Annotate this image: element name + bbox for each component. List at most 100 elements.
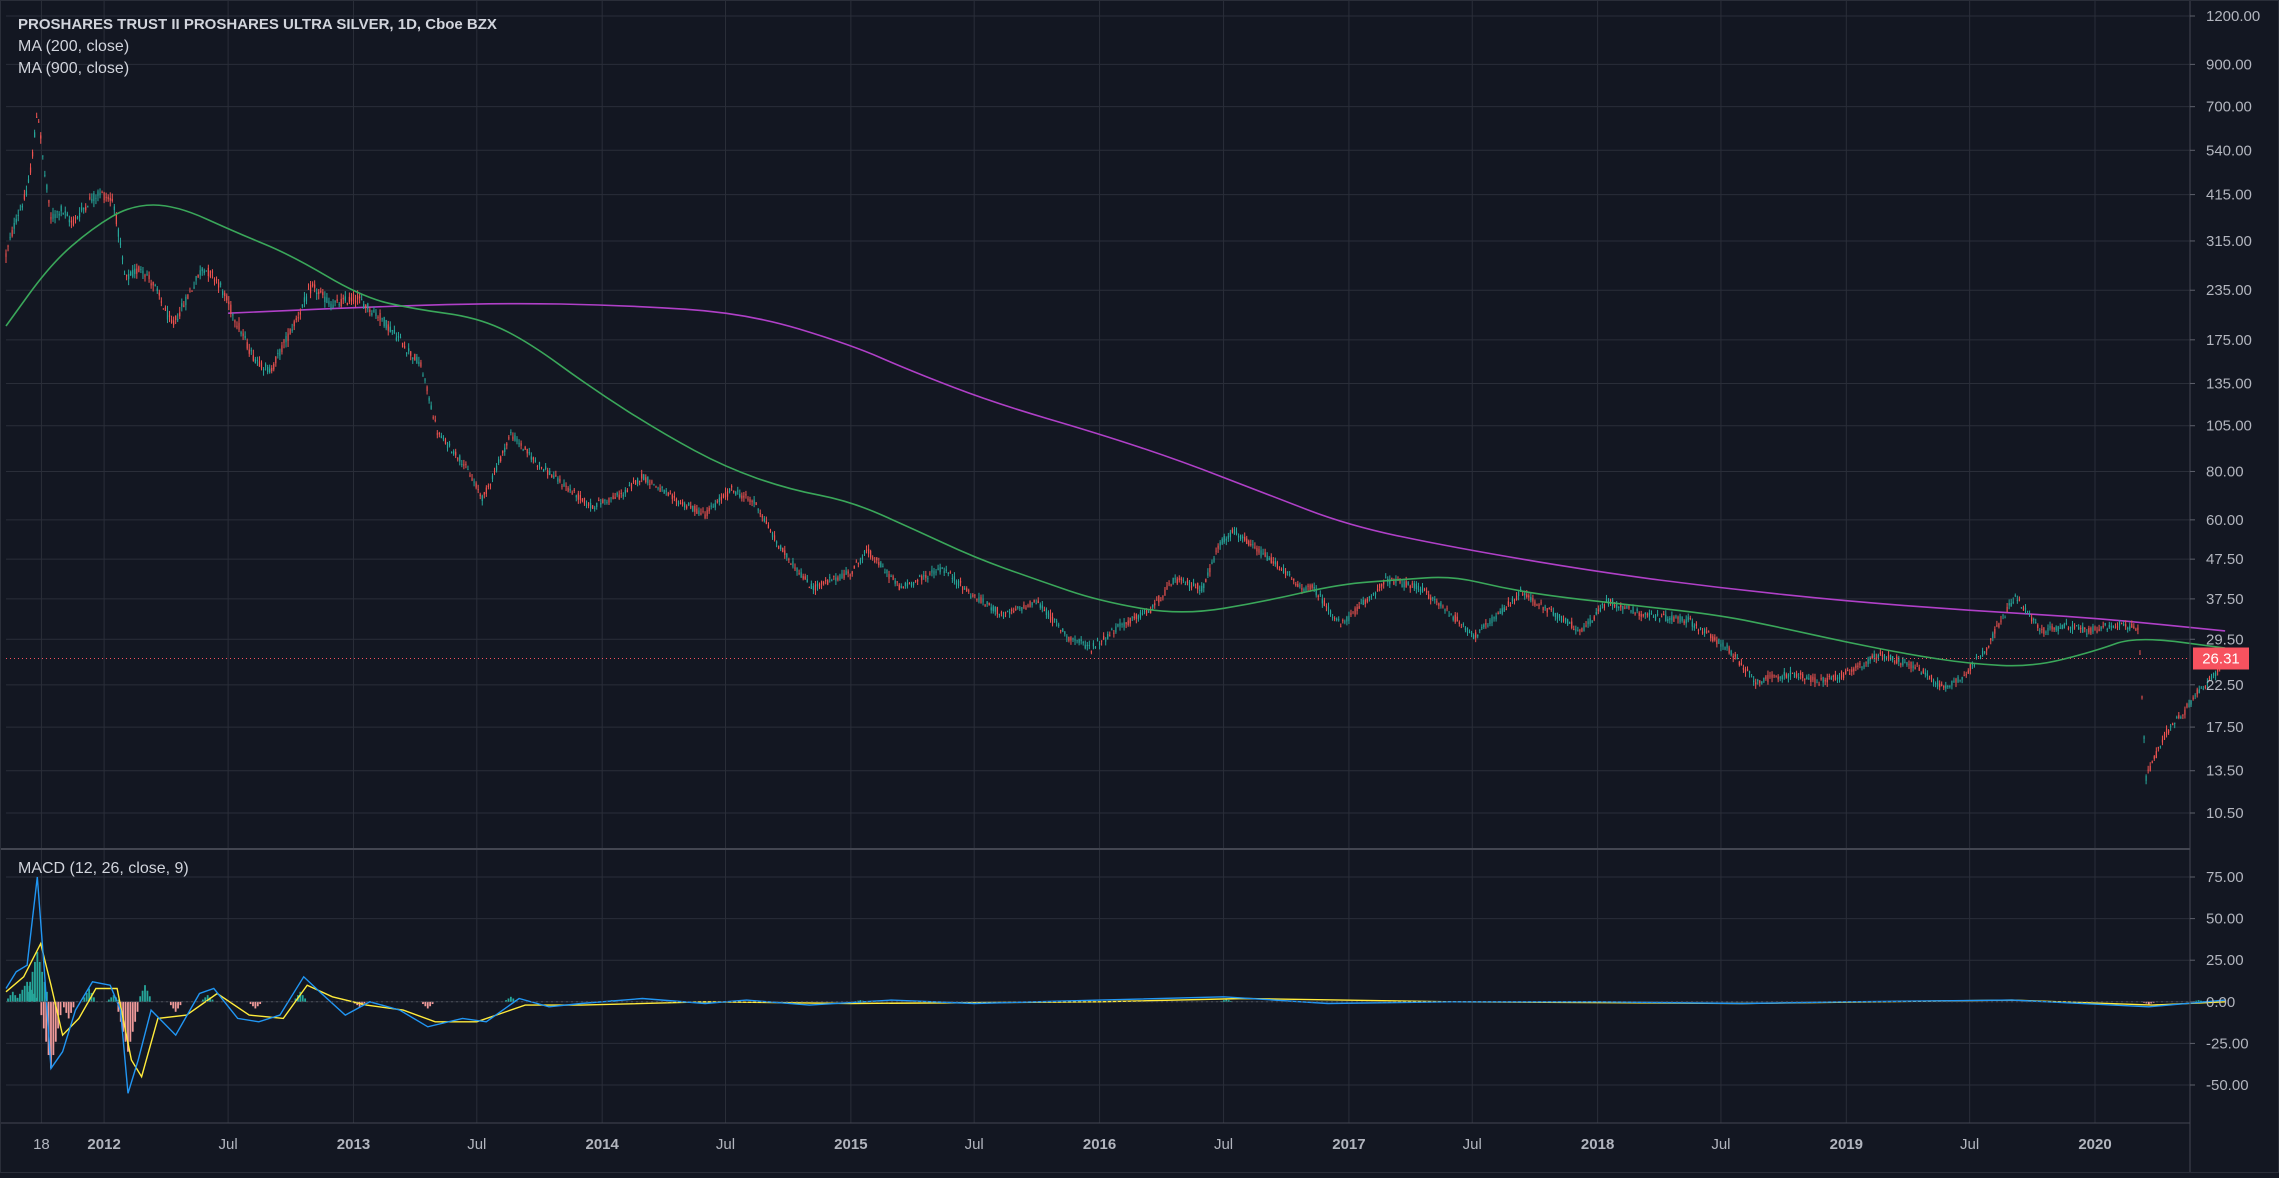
candle-body <box>2039 630 2041 632</box>
candle-body <box>1321 598 1323 604</box>
candle-body <box>361 299 363 301</box>
candle-body <box>2102 625 2104 627</box>
candle-body <box>1031 602 1033 606</box>
candle-body <box>1761 681 1763 684</box>
candle-body <box>1699 627 1702 629</box>
candle-body <box>1423 589 1426 591</box>
candle-body <box>1260 550 1262 557</box>
candle-body <box>1838 677 1841 679</box>
candle-body <box>1517 592 1520 597</box>
macd-histogram-bar <box>112 995 115 1002</box>
candle-body <box>1405 581 1407 588</box>
candle-body <box>694 506 696 512</box>
candle-body <box>183 305 185 307</box>
candle-body <box>878 561 880 566</box>
candle-body <box>671 494 673 500</box>
candle-body <box>2139 653 2141 655</box>
candle-body <box>68 219 70 223</box>
candle-body <box>1111 629 1113 631</box>
candle-body <box>1113 632 1115 634</box>
candle-body <box>1217 545 1219 549</box>
y-tick-label: 235.00 <box>2206 282 2252 299</box>
candle-body <box>1160 600 1162 602</box>
macd-histogram-bar <box>206 995 209 1002</box>
candle-body <box>667 492 669 496</box>
candle-body <box>1468 632 1471 634</box>
candle-body <box>910 582 913 587</box>
candle-body <box>1808 678 1810 680</box>
candle-body <box>2063 623 2065 629</box>
candle-body <box>299 312 301 315</box>
candle-body <box>1710 634 1712 639</box>
candle-body <box>373 310 375 312</box>
candle-body <box>1391 577 1393 579</box>
candle-body <box>1403 581 1405 588</box>
candle-body <box>1822 677 1824 683</box>
candle-body <box>2194 695 2196 697</box>
candle-body <box>2116 625 2119 628</box>
candle-body <box>1066 636 1068 638</box>
candle-body <box>74 216 77 220</box>
candle-body <box>1961 676 1963 680</box>
macd-histogram-bar <box>50 1001 52 1069</box>
macd-histogram-bar <box>110 997 113 1002</box>
candle-body <box>1284 571 1287 576</box>
macd-histogram-bar <box>363 1001 366 1004</box>
candle-body <box>222 291 224 296</box>
ma200-layer <box>5 204 2226 667</box>
candle-body <box>60 205 62 212</box>
macd-histogram-bar <box>304 998 307 1002</box>
candle-body <box>841 573 843 579</box>
candle-body <box>438 432 440 435</box>
candle-body <box>2041 628 2043 630</box>
candle-body <box>1135 614 1137 619</box>
candle-body <box>530 456 532 460</box>
candle-body <box>1041 605 1043 609</box>
candle-body <box>996 607 998 614</box>
candle-body <box>1013 611 1015 613</box>
candle-body <box>1548 608 1550 610</box>
candle-body <box>426 386 428 392</box>
macd-histogram-bar <box>107 999 110 1002</box>
macd-histogram-bar <box>83 997 86 1002</box>
candle-body <box>1434 599 1436 601</box>
candle-body <box>1638 612 1640 616</box>
candle-body <box>923 575 925 577</box>
candle-body <box>1360 603 1362 605</box>
candle-body <box>1800 672 1802 676</box>
candle-body <box>833 575 835 577</box>
candle-body <box>657 487 659 489</box>
candle-body <box>121 257 124 260</box>
candle-body <box>1918 667 1920 671</box>
candle-body <box>305 296 308 302</box>
candle-body <box>1671 615 1673 621</box>
candle-body <box>316 292 318 295</box>
candle-body <box>1622 605 1624 610</box>
candle-body <box>1689 617 1691 619</box>
candle-body <box>365 304 367 308</box>
candle-body <box>1988 646 1990 648</box>
candle-body <box>2069 626 2072 629</box>
candle-body <box>1887 655 1890 660</box>
candle-body <box>759 512 761 515</box>
candle-body <box>1499 610 1501 614</box>
candle-body <box>1156 599 1158 601</box>
candle-body <box>418 361 420 365</box>
candle-body <box>1763 677 1765 682</box>
candle-body <box>1266 555 1268 561</box>
y-tick-label: 17.50 <box>2206 719 2244 736</box>
candle-body <box>111 198 113 201</box>
candle-body <box>2090 627 2092 634</box>
candle-body <box>381 318 383 320</box>
candle-body <box>54 214 56 219</box>
candle-body <box>921 576 923 581</box>
candle-body <box>177 319 179 321</box>
candle-body <box>1239 534 1242 540</box>
candle-body <box>1190 586 1193 588</box>
macd-histogram-bar <box>211 999 214 1002</box>
candle-body <box>1346 616 1348 622</box>
candle-body <box>1795 673 1798 677</box>
candle-body <box>2188 703 2190 708</box>
candle-body <box>2141 696 2143 698</box>
